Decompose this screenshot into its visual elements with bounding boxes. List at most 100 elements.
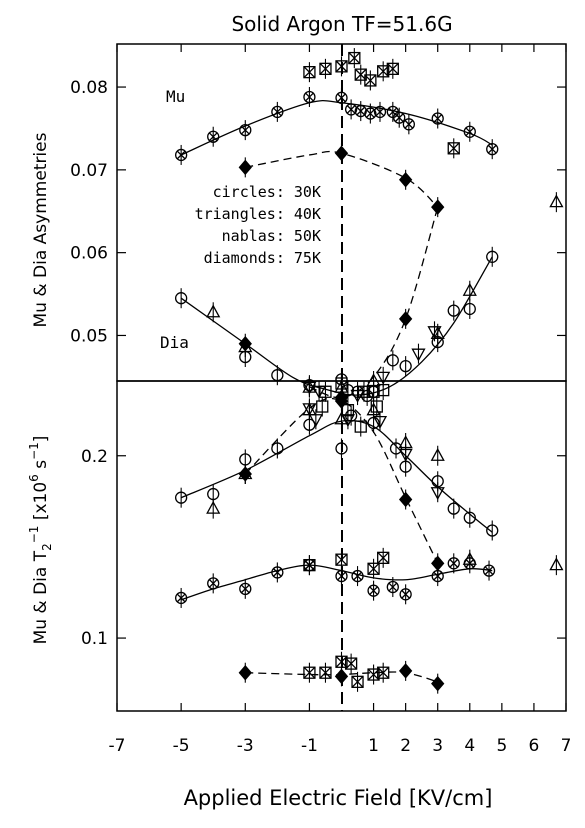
data-point	[393, 111, 406, 124]
data-point	[303, 66, 316, 79]
data-point-cross	[303, 559, 316, 572]
data-point-cross	[386, 62, 399, 75]
data-point	[335, 91, 348, 104]
x-tick-label: -7	[109, 736, 126, 756]
bottom-panel-marks: 0.1 0.2	[81, 391, 566, 694]
data-point-cross	[241, 584, 250, 594]
data-point-cross	[433, 571, 442, 581]
data-point	[357, 385, 371, 398]
top-panel-marks: 0.05 0.06 0.07 0.08	[70, 48, 566, 408]
data-point	[316, 400, 329, 413]
data-point	[335, 655, 348, 668]
x-tick-label: 3	[432, 736, 443, 756]
data-point-cross	[335, 553, 348, 566]
y-tick-label: 0.2	[81, 447, 108, 467]
data-point	[174, 292, 188, 305]
data-point	[386, 580, 399, 594]
data-point	[354, 420, 367, 433]
data-point-cross	[208, 579, 218, 588]
data-point	[207, 577, 220, 590]
series-open-circle	[174, 246, 499, 406]
data-point	[207, 130, 220, 143]
data-point	[239, 582, 252, 595]
data-point	[373, 105, 387, 119]
data-point	[398, 448, 413, 462]
bottom-y-axis-label: Mu & Dia T2−1 [x106 s−1]	[27, 436, 54, 645]
data-point	[311, 385, 327, 399]
data-point	[463, 557, 476, 570]
data-point-cross	[377, 551, 390, 564]
data-point	[447, 502, 460, 515]
data-point	[335, 60, 348, 73]
data-point-cross	[273, 107, 282, 117]
data-point-cross	[346, 105, 356, 114]
data-point-cross	[176, 593, 186, 603]
data-point	[431, 112, 444, 125]
data-point	[399, 359, 412, 373]
data-point	[319, 385, 332, 398]
dia-label: Dia	[160, 333, 189, 352]
data-point	[174, 148, 188, 162]
chart-title: Solid Argon TF=51.6G	[231, 12, 452, 36]
series-triangle	[206, 400, 564, 576]
data-point	[367, 385, 380, 398]
x-tick-label: 4	[464, 736, 475, 756]
data-point	[431, 675, 445, 692]
legend-line-diamonds: diamonds: 75K	[204, 249, 321, 267]
data-point-cross	[484, 566, 494, 575]
solid-fit-curve	[180, 564, 493, 601]
data-point	[350, 389, 365, 403]
data-point	[430, 447, 445, 461]
data-point	[354, 104, 367, 118]
data-point	[334, 668, 349, 685]
data-point-cross	[337, 571, 346, 581]
data-point	[348, 51, 361, 65]
legend-line-circles: circles: 30K	[213, 183, 321, 201]
series-open-square	[319, 373, 390, 402]
data-point-cross	[176, 150, 186, 160]
series-crossed-circle	[174, 553, 496, 608]
data-point-cross	[364, 74, 377, 87]
data-point	[370, 400, 383, 413]
data-point	[367, 668, 380, 681]
x-tick-label: 1	[368, 736, 379, 756]
data-point	[238, 159, 252, 176]
data-point	[389, 442, 403, 455]
data-marks: 0.05 0.06 0.07 0.08 0.1 0.2	[70, 48, 566, 694]
series-crossed-square	[303, 651, 390, 692]
data-point	[334, 393, 349, 409]
data-point	[344, 657, 358, 670]
x-tick-label: 2	[400, 736, 411, 756]
series-open-square	[316, 396, 383, 437]
data-point	[447, 142, 460, 155]
data-point	[372, 415, 388, 429]
y-tick-label: 0.07	[70, 161, 108, 181]
series-filled-diamond	[238, 660, 445, 694]
data-point-cross	[366, 109, 375, 118]
series-crossed-square	[303, 48, 460, 159]
data-point	[335, 442, 348, 455]
data-point	[398, 311, 413, 327]
data-point	[463, 511, 476, 524]
data-point	[174, 491, 188, 504]
y-tick-label: 0.08	[70, 78, 108, 98]
data-point	[303, 90, 316, 104]
data-point	[238, 335, 252, 352]
data-point	[361, 389, 374, 403]
data-point-cross	[208, 132, 218, 141]
data-point	[386, 62, 399, 75]
data-point-cross	[394, 113, 404, 122]
data-point-cross	[487, 144, 497, 154]
data-point	[341, 404, 355, 417]
data-point	[271, 369, 284, 382]
data-point	[344, 103, 358, 116]
data-point	[376, 371, 391, 385]
data-point-cross	[367, 562, 380, 575]
data-point	[303, 666, 316, 679]
data-point-cross	[401, 590, 410, 599]
y-tick-label: 0.05	[70, 326, 108, 346]
solid-fit-curve	[180, 99, 493, 156]
data-point	[335, 569, 348, 583]
data-point-cross	[449, 559, 459, 568]
